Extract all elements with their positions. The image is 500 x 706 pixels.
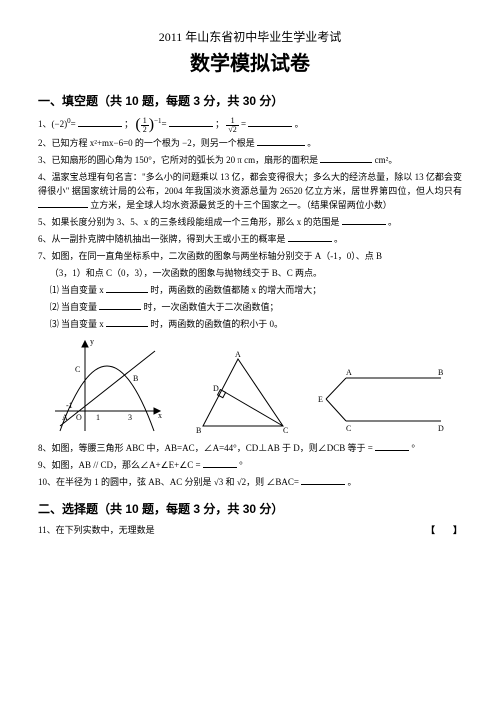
frac-1-root2: 1√2: [226, 117, 238, 134]
q1-end: 。: [295, 119, 304, 129]
fig1-y: y: [90, 337, 94, 346]
blank: [288, 233, 332, 242]
q8b: °: [411, 443, 415, 453]
q10a: 10、在半径为 1 的圆中，弦 AB、AC 分别是 √3 和 √2，则 ∠BAC…: [38, 477, 299, 487]
q4b: 立方米，是全球人均水资源最贫乏的十三个国家之一。（结果保留两位小数）: [90, 200, 392, 210]
q2-end: 。: [307, 138, 316, 148]
pre-title: 2011 年山东省初中毕业生学业考试: [38, 28, 462, 47]
figure-row: y x O A -1 1 3 B C A B C D: [38, 336, 462, 436]
fig1-p3: 3: [128, 413, 132, 422]
q6a: 6、从一副扑克牌中随机抽出一张牌，得到大王或小王的概率是: [38, 234, 286, 244]
blank: [320, 154, 372, 163]
section-a-heading: 一、填空题（共 10 题，每题 3 分，共 30 分）: [38, 92, 462, 111]
blank: [106, 318, 148, 327]
frac-half: ( 12 ): [135, 117, 154, 134]
q1-text: 1、(−2): [38, 119, 67, 129]
main-title: 数学模拟试卷: [38, 49, 462, 80]
q1-exp2: −1: [154, 117, 161, 125]
fig3-D: D: [438, 424, 444, 433]
q11-text: 11、在下列实数中，无理数是: [38, 525, 155, 535]
q3-text: 3、已知扇形的圆心角为 150°，它所对的弧长为 20 π cm，扇形的面积是: [38, 155, 318, 165]
q1-sep1: ；: [124, 119, 133, 129]
q4a: 4、温家宝总理有句名言："多么小的问题乘以 13 亿，都会变得很大；多么大的经济…: [38, 172, 462, 196]
q7s3a: ⑶ 当自变量 x: [50, 319, 104, 329]
blank: [257, 137, 305, 146]
question-7b: （3，1）和点 C（0，3），一次函数的图象与抛物线交于 B、C 两点。: [38, 267, 462, 281]
fig1-B: B: [133, 374, 138, 383]
q7a: 7、如图，在同一直角坐标系中，二次函数的图象与两坐标轴分别交于 A（-1，0）、…: [38, 251, 382, 261]
blank: [38, 199, 88, 208]
question-3: 3、已知扇形的圆心角为 150°，它所对的弧长为 20 π cm，扇形的面积是 …: [38, 154, 462, 168]
fig1-A: A: [62, 413, 68, 422]
question-10: 10、在半径为 1 的圆中，弦 AB、AC 分别是 √3 和 √2，则 ∠BAC…: [38, 476, 462, 490]
q7s1a: ⑴ 当自变量 x: [50, 285, 104, 295]
figure-parallel: A B C D E: [316, 366, 451, 436]
q1-sep2: ；: [215, 119, 224, 129]
fig1-x: x: [158, 411, 162, 420]
blank: [248, 118, 292, 127]
q6b: 。: [334, 234, 343, 244]
fig2-C: C: [283, 426, 288, 435]
q10b: 。: [347, 477, 356, 487]
figure-parabola: y x O A -1 1 3 B C: [50, 336, 165, 436]
question-2: 2、已知方程 x²+mx−6=0 的一个根为 −2，则另一个根是 。: [38, 137, 462, 151]
exam-page: 2011 年山东省初中毕业生学业考试 数学模拟试卷 一、填空题（共 10 题，每…: [0, 0, 500, 706]
q9a: 9、如图，AB // CD，那么∠A+∠E+∠C =: [38, 460, 201, 470]
fig2-D: D: [213, 384, 219, 393]
question-6: 6、从一副扑克牌中随机抽出一张牌，得到大王或小王的概率是 。: [38, 233, 462, 247]
q7s2a: ⑵ 当自变量: [50, 302, 97, 312]
fig1-p1: 1: [96, 413, 100, 422]
q8a: 8、如图，等腰三角形 ABC 中，AB=AC，∠A=44°，CD⊥AB 于 D，…: [38, 443, 373, 453]
blank: [78, 118, 122, 127]
q1-eq1: =: [71, 119, 76, 129]
fig2-B: B: [196, 426, 201, 435]
q2-text: 2、已知方程 x²+mx−6=0 的一个根为 −2，则另一个根是: [38, 138, 255, 148]
q1-eq2: =: [162, 119, 167, 129]
answer-bracket: 【 】: [426, 524, 462, 538]
blank: [169, 118, 213, 127]
blank: [342, 216, 386, 225]
blank: [106, 284, 148, 293]
section-b-heading: 二、选择题（共 10 题，每题 3 分，共 30 分）: [38, 500, 462, 519]
q7s2b: 时，一次函数值大于二次函数值；: [143, 302, 278, 312]
question-5: 5、如果长度分别为 3、5、x 的三条线段能组成一个三角形，那么 x 的范围是 …: [38, 216, 462, 230]
q9b: °: [239, 460, 243, 470]
blank: [99, 301, 141, 310]
q7s1b: 时，两函数的函数值都随 x 的增大而增大；: [150, 285, 321, 295]
q7b: （3，1）和点 C（0，3），一次函数的图象与抛物线交于 B、C 两点。: [50, 268, 322, 278]
question-7-sub1: ⑴ 当自变量 x 时，两函数的函数值都随 x 的增大而增大；: [38, 284, 462, 298]
question-7-sub3: ⑶ 当自变量 x 时，两函数的函数值的积小于 0。: [38, 318, 462, 332]
q3-unit: cm²。: [375, 155, 398, 165]
fig1-C: C: [75, 365, 80, 374]
question-7a: 7、如图，在同一直角坐标系中，二次函数的图象与两坐标轴分别交于 A（-1，0）、…: [38, 250, 462, 264]
q1-eq3: =: [241, 119, 246, 129]
question-11: 11、在下列实数中，无理数是 【 】: [38, 524, 462, 538]
blank: [301, 476, 345, 485]
fig1-m1: -1: [66, 401, 73, 410]
q7s3b: 时，两函数的函数值的积小于 0。: [150, 319, 283, 329]
fig1-O: O: [76, 413, 82, 422]
question-8: 8、如图，等腰三角形 ABC 中，AB=AC，∠A=44°，CD⊥AB 于 D，…: [38, 442, 462, 456]
fig3-A: A: [346, 368, 352, 377]
fig3-C: C: [346, 424, 351, 433]
fig2-A: A: [235, 351, 241, 359]
fig3-E: E: [318, 395, 323, 404]
q5b: 。: [388, 217, 397, 227]
q5a: 5、如果长度分别为 3、5、x 的三条线段能组成一个三角形，那么 x 的范围是: [38, 217, 340, 227]
fig3-B: B: [438, 368, 443, 377]
figure-triangle: A B C D: [188, 351, 293, 436]
question-7-sub2: ⑵ 当自变量 时，一次函数值大于二次函数值；: [38, 301, 462, 315]
question-4: 4、温家宝总理有句名言："多么小的问题乘以 13 亿，都会变得很大；多么大的经济…: [38, 171, 462, 213]
blank: [203, 459, 237, 468]
question-9: 9、如图，AB // CD，那么∠A+∠E+∠C = °: [38, 459, 462, 473]
blank: [375, 442, 409, 451]
question-1: 1、(−2)0= ； ( 12 ) −1= ； 1√2 = 。: [38, 116, 462, 133]
